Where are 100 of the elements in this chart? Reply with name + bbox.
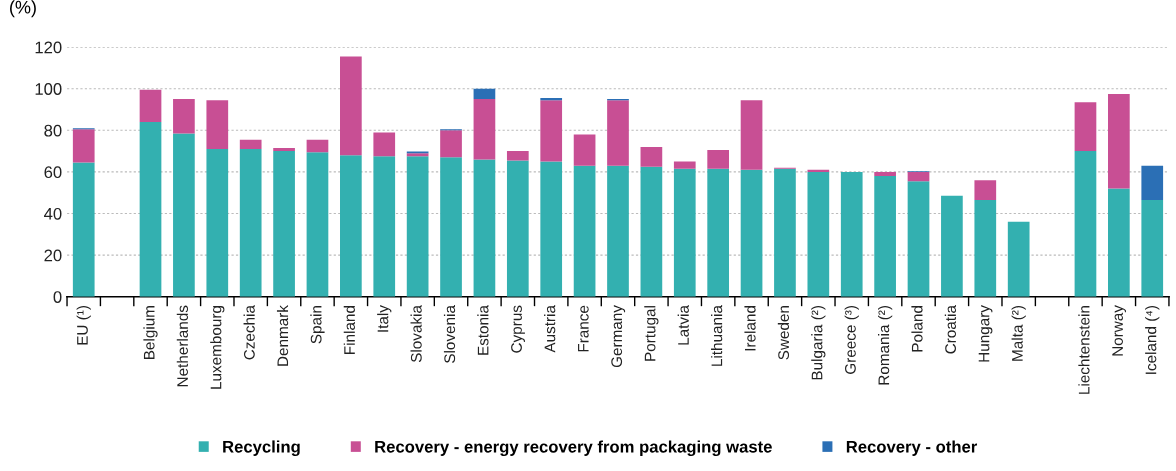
x-tick-label: Liechtenstein bbox=[1078, 306, 1090, 394]
legend-label: Recycling bbox=[223, 440, 300, 456]
bar bbox=[340, 155, 362, 297]
bar bbox=[774, 168, 796, 297]
bar bbox=[340, 56, 362, 156]
x-tick-label: EU (¹) bbox=[76, 306, 91, 345]
x-tick-label: Slovenia bbox=[443, 305, 456, 363]
bar bbox=[1108, 93, 1130, 189]
x-tick-label: Italy bbox=[377, 305, 392, 332]
bar bbox=[573, 134, 596, 166]
y-tick-label: 100 bbox=[35, 83, 62, 95]
y-tick-label: 0 bbox=[53, 291, 62, 303]
bar bbox=[540, 161, 563, 297]
x-tick-label: Luxembourg bbox=[210, 306, 225, 389]
bar bbox=[1141, 165, 1164, 200]
x-tick-label: Portugal bbox=[644, 306, 659, 361]
x-tick-label: Norway bbox=[1112, 305, 1126, 356]
legend-label: Recovery - energy recovery from packaging waste bbox=[375, 440, 772, 456]
x-tick-label: Estonia bbox=[477, 305, 489, 355]
bar bbox=[673, 168, 696, 297]
bar bbox=[1074, 151, 1097, 297]
y-axis-title: (%) bbox=[10, 0, 36, 18]
x-tick-label: Netherlands bbox=[176, 305, 188, 387]
bar bbox=[1074, 102, 1097, 152]
bar bbox=[707, 150, 730, 169]
bar bbox=[373, 132, 396, 157]
bar bbox=[506, 151, 529, 161]
bar bbox=[740, 100, 763, 170]
bar bbox=[473, 99, 496, 160]
bar bbox=[807, 171, 830, 297]
bar bbox=[907, 181, 930, 297]
bar bbox=[1108, 188, 1130, 297]
x-tick-label: Latvia bbox=[677, 305, 689, 345]
x-tick-label: Belgium bbox=[143, 306, 158, 359]
x-tick-label: Czechia bbox=[243, 305, 255, 360]
bar bbox=[640, 166, 663, 297]
y-tick-label: 80 bbox=[44, 124, 62, 137]
x-tick-label: Denmark bbox=[276, 305, 289, 366]
bar bbox=[173, 133, 195, 297]
x-tick-label: Austria bbox=[544, 305, 556, 353]
x-tick-label: Germany bbox=[611, 305, 626, 368]
x-tick-label: Greece (³) bbox=[844, 306, 859, 374]
x-tick-label: France bbox=[578, 305, 589, 352]
bar bbox=[239, 149, 262, 297]
x-tick-label: Lithuania bbox=[711, 305, 723, 366]
bar bbox=[540, 100, 563, 162]
bar bbox=[173, 99, 195, 134]
x-tick-label: Finland bbox=[343, 306, 355, 354]
bar bbox=[239, 139, 262, 150]
bar bbox=[640, 146, 663, 167]
bar bbox=[707, 168, 730, 297]
bar bbox=[273, 147, 295, 152]
bar bbox=[874, 176, 896, 297]
bar bbox=[373, 156, 396, 297]
bar bbox=[607, 100, 629, 166]
x-tick-label: Romania (²) bbox=[878, 306, 893, 385]
bar bbox=[673, 161, 696, 169]
x-tick-label: Slovakia bbox=[410, 305, 422, 363]
x-tick-label: Croatia bbox=[944, 305, 956, 354]
bar bbox=[607, 165, 629, 297]
y-tick-label: 120 bbox=[35, 41, 62, 54]
bar bbox=[473, 159, 496, 297]
bar bbox=[273, 151, 295, 297]
bar bbox=[139, 89, 162, 122]
bar bbox=[206, 100, 229, 150]
x-tick-label: Iceland (⁴) bbox=[1145, 306, 1160, 374]
legend-label: Recovery - other bbox=[846, 440, 978, 456]
bar bbox=[72, 162, 95, 297]
bar bbox=[406, 156, 429, 297]
bar bbox=[941, 195, 963, 297]
bar bbox=[306, 152, 329, 297]
x-tick-label: Ireland bbox=[744, 306, 756, 351]
x-tick-label: Sweden bbox=[777, 306, 790, 360]
bar bbox=[506, 160, 529, 297]
bar bbox=[306, 139, 329, 153]
bar bbox=[1141, 200, 1164, 297]
y-tick-label: 20 bbox=[44, 249, 62, 262]
bar bbox=[974, 200, 997, 297]
x-tick-label: Spain bbox=[310, 306, 325, 344]
bar bbox=[573, 165, 596, 297]
y-tick-label: 60 bbox=[44, 166, 62, 179]
x-tick-label: Malta (²) bbox=[1011, 306, 1026, 361]
bar bbox=[440, 130, 462, 158]
bar bbox=[807, 169, 830, 172]
bar bbox=[139, 121, 162, 297]
bar bbox=[1007, 221, 1030, 297]
bar bbox=[206, 149, 229, 297]
bar bbox=[540, 98, 563, 101]
bar bbox=[907, 171, 930, 182]
x-tick-label: Poland bbox=[911, 306, 923, 352]
bar bbox=[974, 180, 997, 200]
x-tick-label: Hungary bbox=[978, 305, 993, 362]
bar bbox=[740, 169, 763, 297]
bar bbox=[72, 129, 95, 163]
bar bbox=[440, 157, 462, 297]
bar bbox=[840, 171, 863, 297]
y-tick-label: 40 bbox=[44, 207, 62, 220]
bar bbox=[874, 171, 896, 177]
bar bbox=[473, 88, 496, 100]
x-tick-label: Cyprus bbox=[511, 305, 525, 353]
